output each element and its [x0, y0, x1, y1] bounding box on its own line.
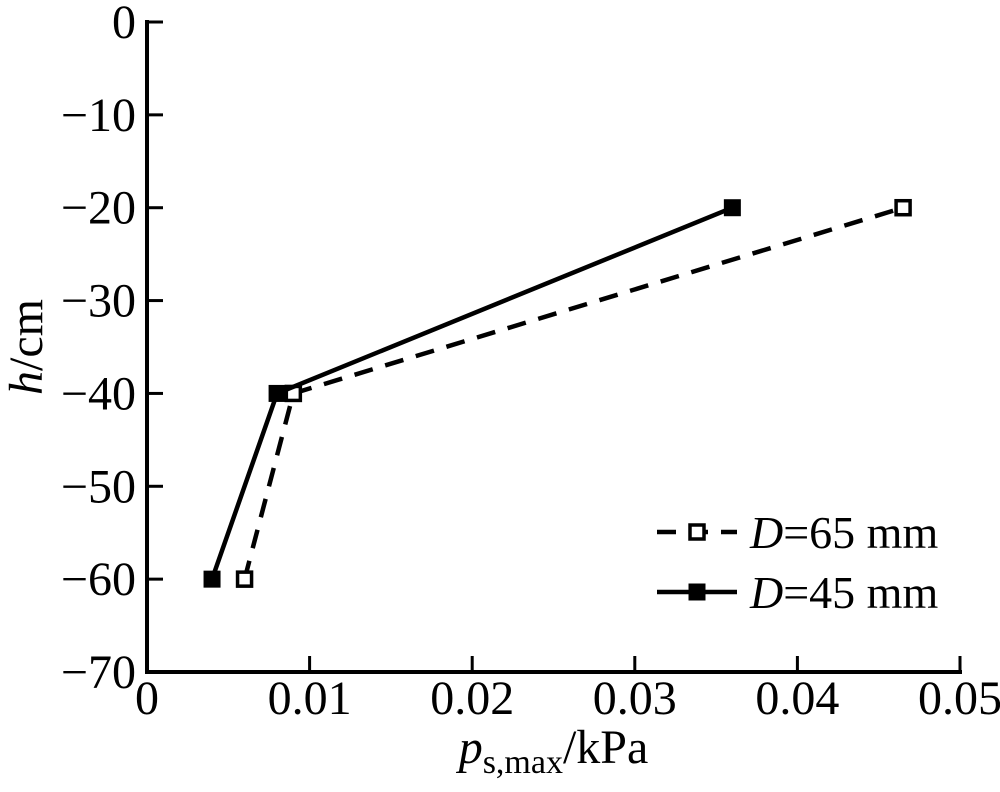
- series-marker-d-65-mm: [235, 570, 254, 588]
- x-axis-tick-label: 0.02: [430, 672, 514, 725]
- legend-label-d-45-mm: D=45 mm: [749, 567, 938, 618]
- series-marker-d-45-mm: [723, 199, 741, 217]
- legend-marker-d-45-mm: [688, 583, 706, 601]
- y-axis-tick-label: 0: [112, 0, 136, 49]
- x-axis-label: ps,max/kPa: [456, 721, 649, 781]
- x-axis-tick-label: 0.04: [755, 672, 839, 725]
- legend-item-d-45-mm: D=45 mm: [657, 567, 938, 618]
- legend-item-d-65-mm: D=65 mm: [657, 507, 938, 558]
- y-axis-tick-label: −60: [61, 553, 136, 606]
- y-axis-tick-label: −10: [61, 89, 136, 142]
- y-axis-tick-label: −40: [61, 367, 136, 420]
- y-axis-tick-label: −70: [61, 646, 136, 699]
- series-marker-d-45-mm: [203, 570, 221, 588]
- y-axis-label: h/cm: [0, 299, 53, 395]
- legend-label-d-65-mm: D=65 mm: [749, 507, 938, 558]
- x-axis-tick-label: 0: [135, 672, 159, 725]
- x-axis-tick-label: 0.01: [268, 672, 352, 725]
- legend-marker-d-65-mm: [688, 523, 706, 541]
- x-axis-tick-label: 0.05: [918, 672, 1000, 725]
- y-axis-tick-label: −20: [61, 182, 136, 235]
- x-axis-tick-label: 0.03: [593, 672, 677, 725]
- series-marker-d-65-mm: [894, 198, 912, 217]
- y-axis-tick-label: −30: [61, 275, 136, 328]
- series-marker-d-45-mm: [268, 384, 286, 402]
- y-axis-tick-label: −50: [61, 460, 136, 513]
